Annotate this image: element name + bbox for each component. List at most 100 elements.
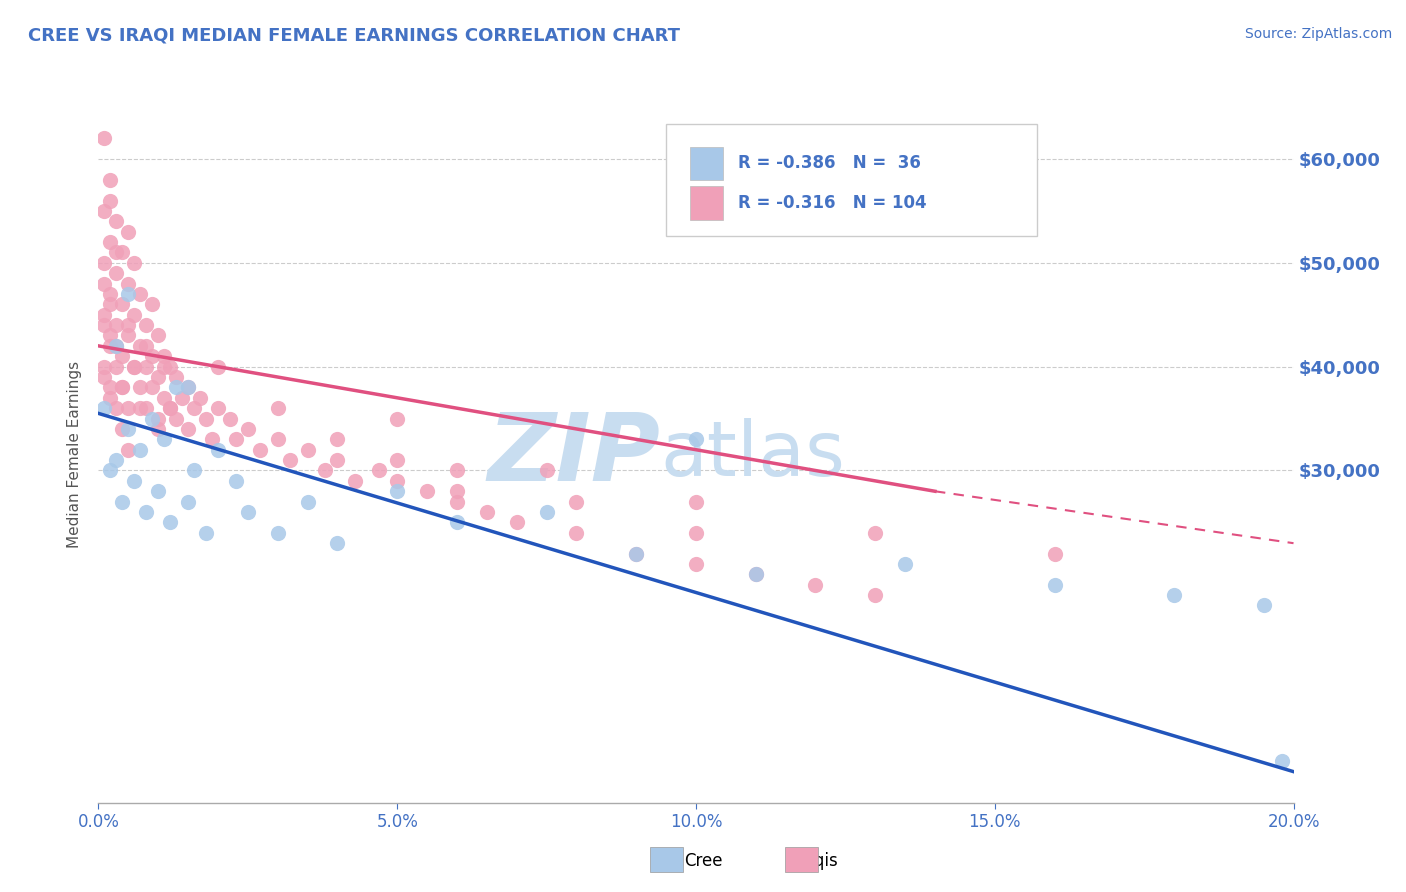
Point bbox=[685, 557, 707, 571]
Point bbox=[177, 380, 200, 394]
Point bbox=[129, 287, 152, 301]
Point bbox=[153, 349, 176, 363]
Text: ZIP: ZIP bbox=[488, 409, 661, 501]
Point bbox=[446, 463, 468, 477]
Point bbox=[267, 525, 290, 540]
Point bbox=[536, 463, 558, 477]
Point bbox=[159, 401, 181, 416]
Point bbox=[219, 411, 242, 425]
Point bbox=[100, 235, 122, 249]
Point bbox=[100, 287, 122, 301]
Point bbox=[93, 131, 115, 145]
Point bbox=[93, 203, 115, 218]
Point bbox=[267, 433, 290, 447]
Point bbox=[385, 474, 409, 488]
Point bbox=[326, 453, 349, 467]
Text: CREE VS IRAQI MEDIAN FEMALE EARNINGS CORRELATION CHART: CREE VS IRAQI MEDIAN FEMALE EARNINGS COR… bbox=[28, 27, 681, 45]
Point bbox=[153, 359, 176, 374]
Point bbox=[100, 391, 122, 405]
Point bbox=[153, 433, 176, 447]
Y-axis label: Median Female Earnings: Median Female Earnings bbox=[67, 361, 83, 549]
Point bbox=[297, 494, 319, 508]
Point bbox=[117, 401, 139, 416]
Point bbox=[148, 411, 170, 425]
Text: R = -0.316   N = 104: R = -0.316 N = 104 bbox=[738, 194, 927, 212]
Point bbox=[626, 547, 648, 561]
Point bbox=[207, 442, 229, 457]
Point bbox=[117, 225, 139, 239]
Point bbox=[93, 277, 115, 291]
Point bbox=[148, 422, 170, 436]
Point bbox=[124, 359, 146, 374]
Point bbox=[105, 339, 128, 353]
Point bbox=[93, 359, 115, 374]
Point bbox=[141, 380, 163, 394]
Text: Cree: Cree bbox=[683, 852, 723, 870]
Point bbox=[129, 339, 152, 353]
Point bbox=[506, 516, 529, 530]
Point bbox=[124, 308, 146, 322]
Point bbox=[124, 474, 146, 488]
Point bbox=[177, 494, 200, 508]
Point bbox=[685, 525, 707, 540]
Point bbox=[117, 442, 139, 457]
FancyBboxPatch shape bbox=[666, 124, 1036, 235]
Point bbox=[278, 453, 301, 467]
Point bbox=[100, 328, 122, 343]
Point bbox=[117, 287, 139, 301]
Text: Iraqis: Iraqis bbox=[793, 852, 838, 870]
Point bbox=[100, 380, 122, 394]
Point bbox=[141, 349, 163, 363]
Point bbox=[236, 422, 259, 436]
Point bbox=[536, 505, 558, 519]
Point bbox=[105, 214, 128, 228]
FancyBboxPatch shape bbox=[690, 146, 724, 180]
Point bbox=[165, 411, 187, 425]
Point bbox=[1271, 754, 1294, 768]
Point bbox=[93, 401, 115, 416]
Point bbox=[416, 484, 439, 499]
Point bbox=[1043, 547, 1066, 561]
Point bbox=[129, 401, 152, 416]
Point bbox=[894, 557, 917, 571]
Point bbox=[93, 370, 115, 384]
Point bbox=[183, 463, 205, 477]
Point bbox=[385, 453, 409, 467]
Point bbox=[1253, 599, 1275, 613]
Point bbox=[135, 359, 157, 374]
Point bbox=[745, 567, 768, 582]
Point bbox=[177, 422, 200, 436]
Point bbox=[565, 494, 588, 508]
Point bbox=[685, 494, 707, 508]
Point bbox=[804, 578, 827, 592]
Point bbox=[201, 433, 224, 447]
Point bbox=[297, 442, 319, 457]
Point bbox=[124, 359, 146, 374]
Point bbox=[267, 401, 290, 416]
Point bbox=[135, 401, 157, 416]
Point bbox=[105, 453, 128, 467]
Point bbox=[865, 588, 887, 602]
Point bbox=[446, 494, 468, 508]
Point bbox=[117, 318, 139, 332]
Point bbox=[626, 547, 648, 561]
Point bbox=[475, 505, 498, 519]
Point bbox=[326, 536, 349, 550]
Point bbox=[1163, 588, 1185, 602]
Point bbox=[111, 297, 134, 311]
Point bbox=[135, 505, 157, 519]
FancyBboxPatch shape bbox=[690, 186, 724, 219]
Point bbox=[172, 391, 194, 405]
Point bbox=[177, 380, 200, 394]
Point bbox=[111, 494, 134, 508]
Point bbox=[188, 391, 211, 405]
Point bbox=[195, 525, 218, 540]
Point bbox=[446, 484, 468, 499]
Point bbox=[685, 433, 707, 447]
Point bbox=[111, 380, 134, 394]
Point bbox=[446, 516, 468, 530]
Point bbox=[344, 474, 367, 488]
Point bbox=[100, 339, 122, 353]
Point bbox=[141, 411, 163, 425]
Point bbox=[207, 401, 229, 416]
